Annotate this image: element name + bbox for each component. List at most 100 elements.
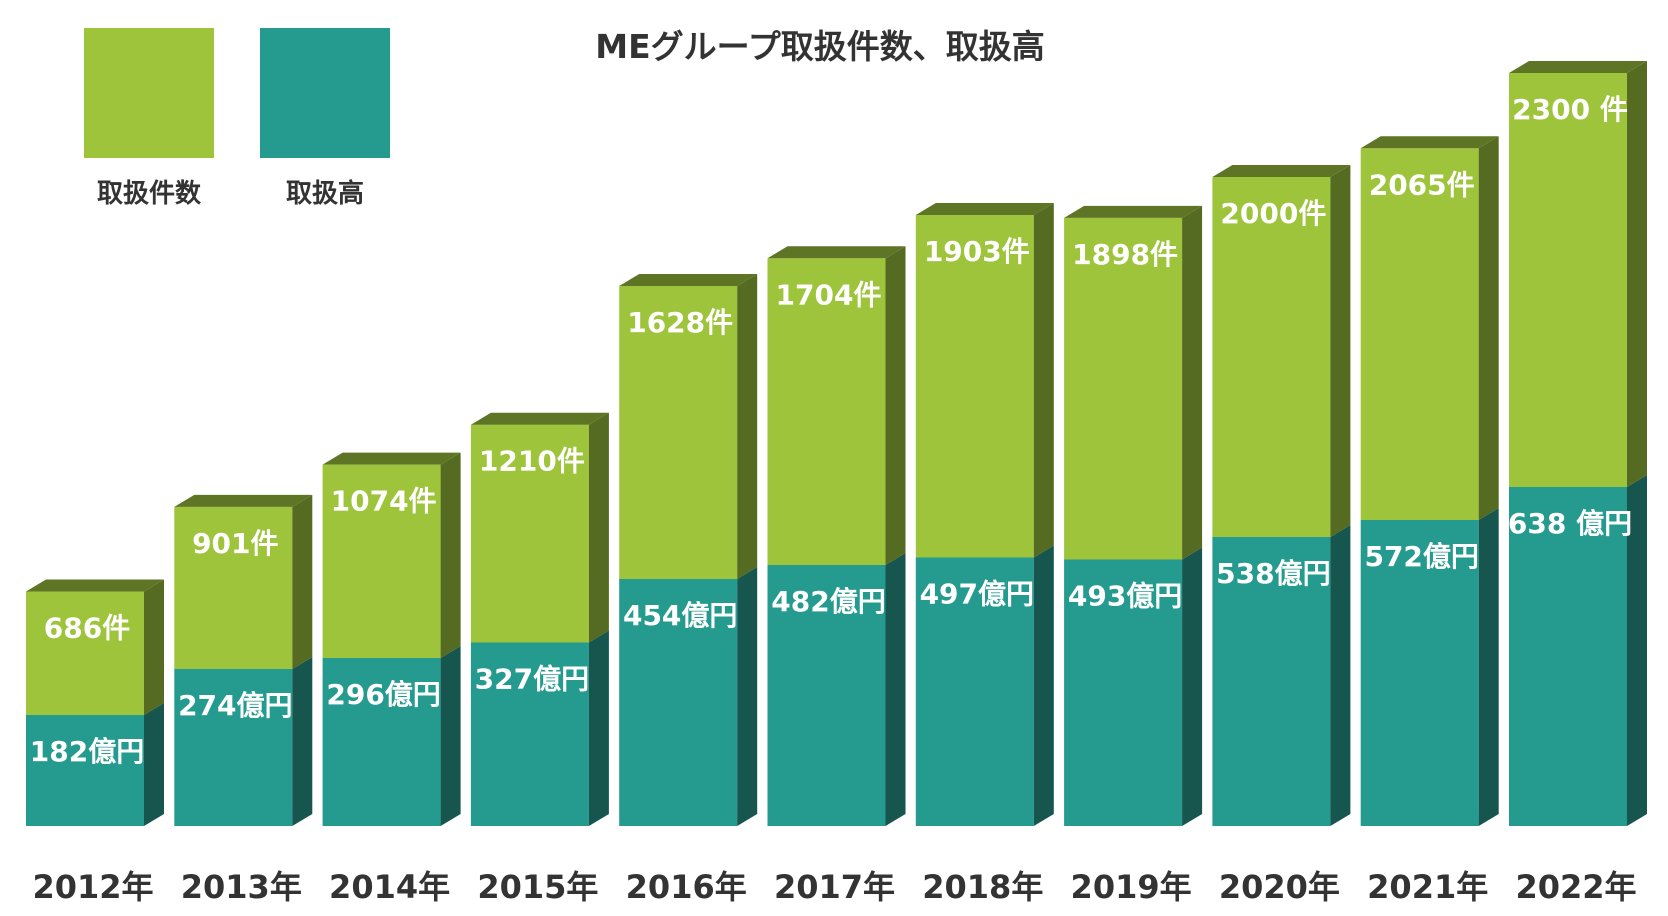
data-label-count: 1898件 [1072, 238, 1178, 271]
bar-amount [1360, 520, 1479, 826]
data-label-amount: 296億円 [326, 678, 440, 711]
bar-count [1212, 177, 1331, 537]
bar-top [174, 494, 313, 507]
bar-top [322, 452, 461, 465]
bar-group-7: 1898件 493億円 2019年 [1064, 205, 1203, 906]
data-label-amount: 454億円 [623, 599, 737, 632]
data-label-count: 1903件 [924, 235, 1030, 268]
bar-amount-side [737, 567, 758, 826]
bar-top [915, 202, 1054, 215]
data-label-amount: 327億円 [475, 663, 589, 696]
data-label-count: 1074件 [331, 485, 437, 518]
bar-count-side [588, 412, 609, 643]
bar-amount [915, 557, 1034, 826]
bar-count-side [1033, 202, 1054, 558]
bar-amount [767, 565, 886, 826]
bar-group-2: 1074件 296億円 2014年 [322, 452, 461, 906]
data-label-count: 1628件 [627, 306, 733, 339]
data-label-amount: 638 億円 [1508, 507, 1632, 540]
chart-title: MEグループ取扱件数、取扱高 [595, 27, 1044, 66]
bar-group-1: 901件 274億円 2013年 [174, 494, 313, 906]
bar-amount-side [1033, 545, 1054, 826]
data-label-amount: 572億円 [1364, 540, 1478, 573]
bar-count-side [292, 494, 313, 669]
x-tick-label: 2022年 [1515, 868, 1636, 906]
bar-amount-side [885, 553, 906, 826]
x-tick-label: 2021年 [1367, 868, 1488, 906]
bar-amount [1509, 487, 1627, 826]
x-tick-label: 2019年 [1071, 868, 1192, 906]
legend-item-count-swatch [84, 28, 214, 158]
bar-count-side [737, 273, 758, 579]
bar-group-8: 2000件 538億円 2020年 [1212, 165, 1351, 906]
bar-group-4: 1628件 454億円 2016年 [619, 273, 758, 906]
bar-count [1064, 217, 1183, 560]
x-tick-label: 2012年 [32, 868, 153, 906]
data-label-count: 2065件 [1369, 168, 1475, 201]
data-label-count: 2300 件 [1512, 93, 1628, 126]
bar-count [1509, 73, 1627, 487]
bar-amount [26, 715, 144, 826]
bar-top [1064, 205, 1203, 218]
bar-group-9: 2065件 572億円 2021年 [1360, 136, 1499, 906]
bar-group-6: 1903件 497億円 2018年 [915, 202, 1054, 906]
bar-amount-side [1182, 547, 1203, 826]
bar-amount [1064, 559, 1183, 826]
x-tick-label: 2013年 [181, 868, 302, 906]
bar-amount [1212, 537, 1331, 826]
bar-amount-side [292, 657, 313, 826]
data-label-amount: 482億円 [771, 585, 885, 618]
bar-count-side [1478, 136, 1499, 521]
bar-group-3: 1210件 327億円 2015年 [470, 412, 609, 906]
bar-amount-side [144, 703, 164, 826]
bar-count [470, 424, 589, 643]
bar-amount [174, 669, 293, 826]
x-tick-label: 2020年 [1219, 868, 1340, 906]
bar-count [1360, 148, 1479, 521]
bar-amount-side [440, 646, 461, 826]
bar-top [1509, 61, 1647, 73]
data-label-amount: 274億円 [178, 689, 292, 722]
bar-amount [470, 642, 589, 826]
bar-top [470, 412, 609, 425]
bar-amount [619, 579, 738, 826]
bar-count [915, 214, 1034, 558]
bar-amount-side [1627, 475, 1647, 826]
bar-amount-side [588, 630, 609, 826]
data-label-amount: 497億円 [920, 578, 1034, 611]
bar-count [322, 464, 441, 658]
data-label-count: 1210件 [479, 445, 585, 478]
data-label-count: 2000件 [1220, 197, 1326, 230]
legend-item-count-label: 取扱件数 [97, 179, 202, 209]
bar-group-5: 1704件 482億円 2017年 [767, 246, 906, 906]
data-label-count: 686件 [44, 612, 130, 645]
bar-count [26, 591, 144, 715]
bar-count-side [144, 579, 164, 715]
data-label-count: 1704件 [776, 278, 882, 311]
bar-top [619, 273, 758, 286]
bar-amount-side [1330, 525, 1351, 826]
bar-count [767, 258, 886, 565]
data-label-amount: 493億円 [1068, 580, 1182, 613]
bar-count-side [885, 246, 906, 565]
bar-amount-side [1478, 508, 1499, 826]
bar-count [619, 285, 738, 579]
bar-count-side [1330, 165, 1351, 537]
data-label-amount: 182億円 [30, 735, 144, 768]
bar-top [26, 579, 164, 592]
bar-count [174, 506, 293, 669]
bar-count-side [1182, 205, 1203, 560]
x-tick-label: 2017年 [774, 868, 895, 906]
data-label-amount: 538億円 [1216, 557, 1330, 590]
bar-top [1360, 136, 1499, 149]
bars: 686件 182億円 2012年 901件 274億円 2013年 1074件 296億円 20… [26, 61, 1647, 906]
bar-count-side [440, 452, 461, 658]
legend: 取扱件数 取扱高 [84, 28, 390, 209]
data-label-count: 901件 [192, 527, 278, 560]
bar-count-side [1627, 61, 1647, 487]
legend-item-amount-label: 取扱高 [286, 178, 364, 209]
legend-item-amount-swatch [260, 28, 390, 158]
x-tick-label: 2015年 [477, 868, 598, 906]
bar-amount [322, 658, 441, 826]
